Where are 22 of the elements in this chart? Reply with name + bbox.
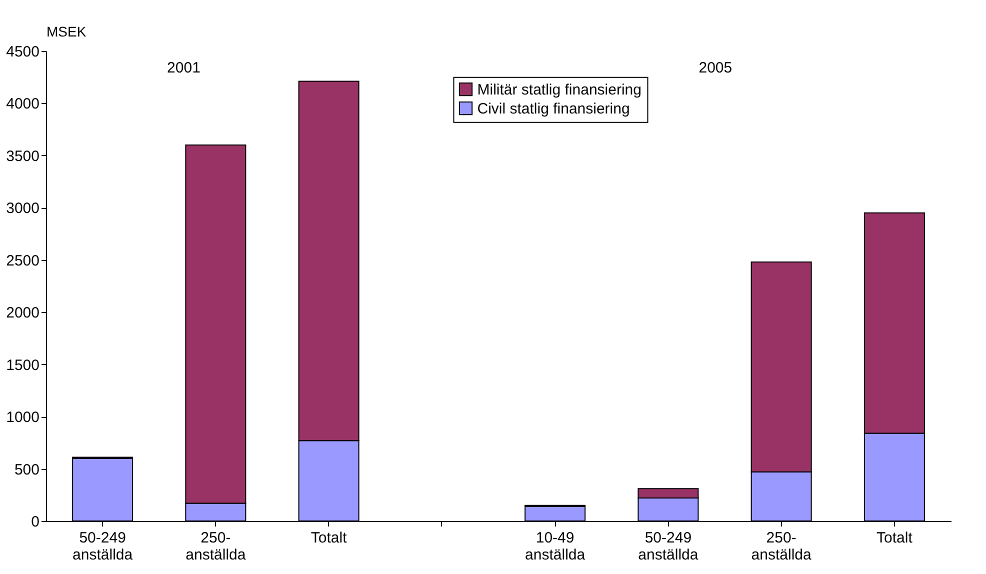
y-tick-label: 1500 xyxy=(6,356,40,374)
y-tick-label: 0 xyxy=(31,514,40,530)
y-tick-label: 3000 xyxy=(6,200,40,218)
x-tick-label: Totalt xyxy=(876,530,914,546)
y-tick-label: 2500 xyxy=(6,252,40,270)
y-axis-title: MSEK xyxy=(46,24,87,40)
x-tick-label: Totalt xyxy=(310,530,348,546)
y-tick-label: 4000 xyxy=(6,96,40,113)
legend-label: Militär statlig finansiering xyxy=(477,81,642,98)
x-tick-label: 10-49 anställda xyxy=(525,530,586,564)
y-tick-label: 3500 xyxy=(6,148,40,165)
x-tick-label: 50-249 anställda xyxy=(638,530,699,564)
legend-label: Civil statlig finansiering xyxy=(477,100,630,118)
y-tick-label: 500 xyxy=(14,461,40,478)
x-tick-label: 250- anställda xyxy=(186,530,246,564)
y-tick-label: 4500 xyxy=(6,44,40,60)
x-tick-label: 50-249 anställda xyxy=(72,530,134,564)
x-tick-label: 250- anställda xyxy=(751,530,812,564)
y-tick-label: 2000 xyxy=(6,304,40,322)
y-tick-label: 1000 xyxy=(6,409,40,426)
annotation: 2001 xyxy=(167,59,200,76)
annotation: 2005 xyxy=(698,59,732,76)
